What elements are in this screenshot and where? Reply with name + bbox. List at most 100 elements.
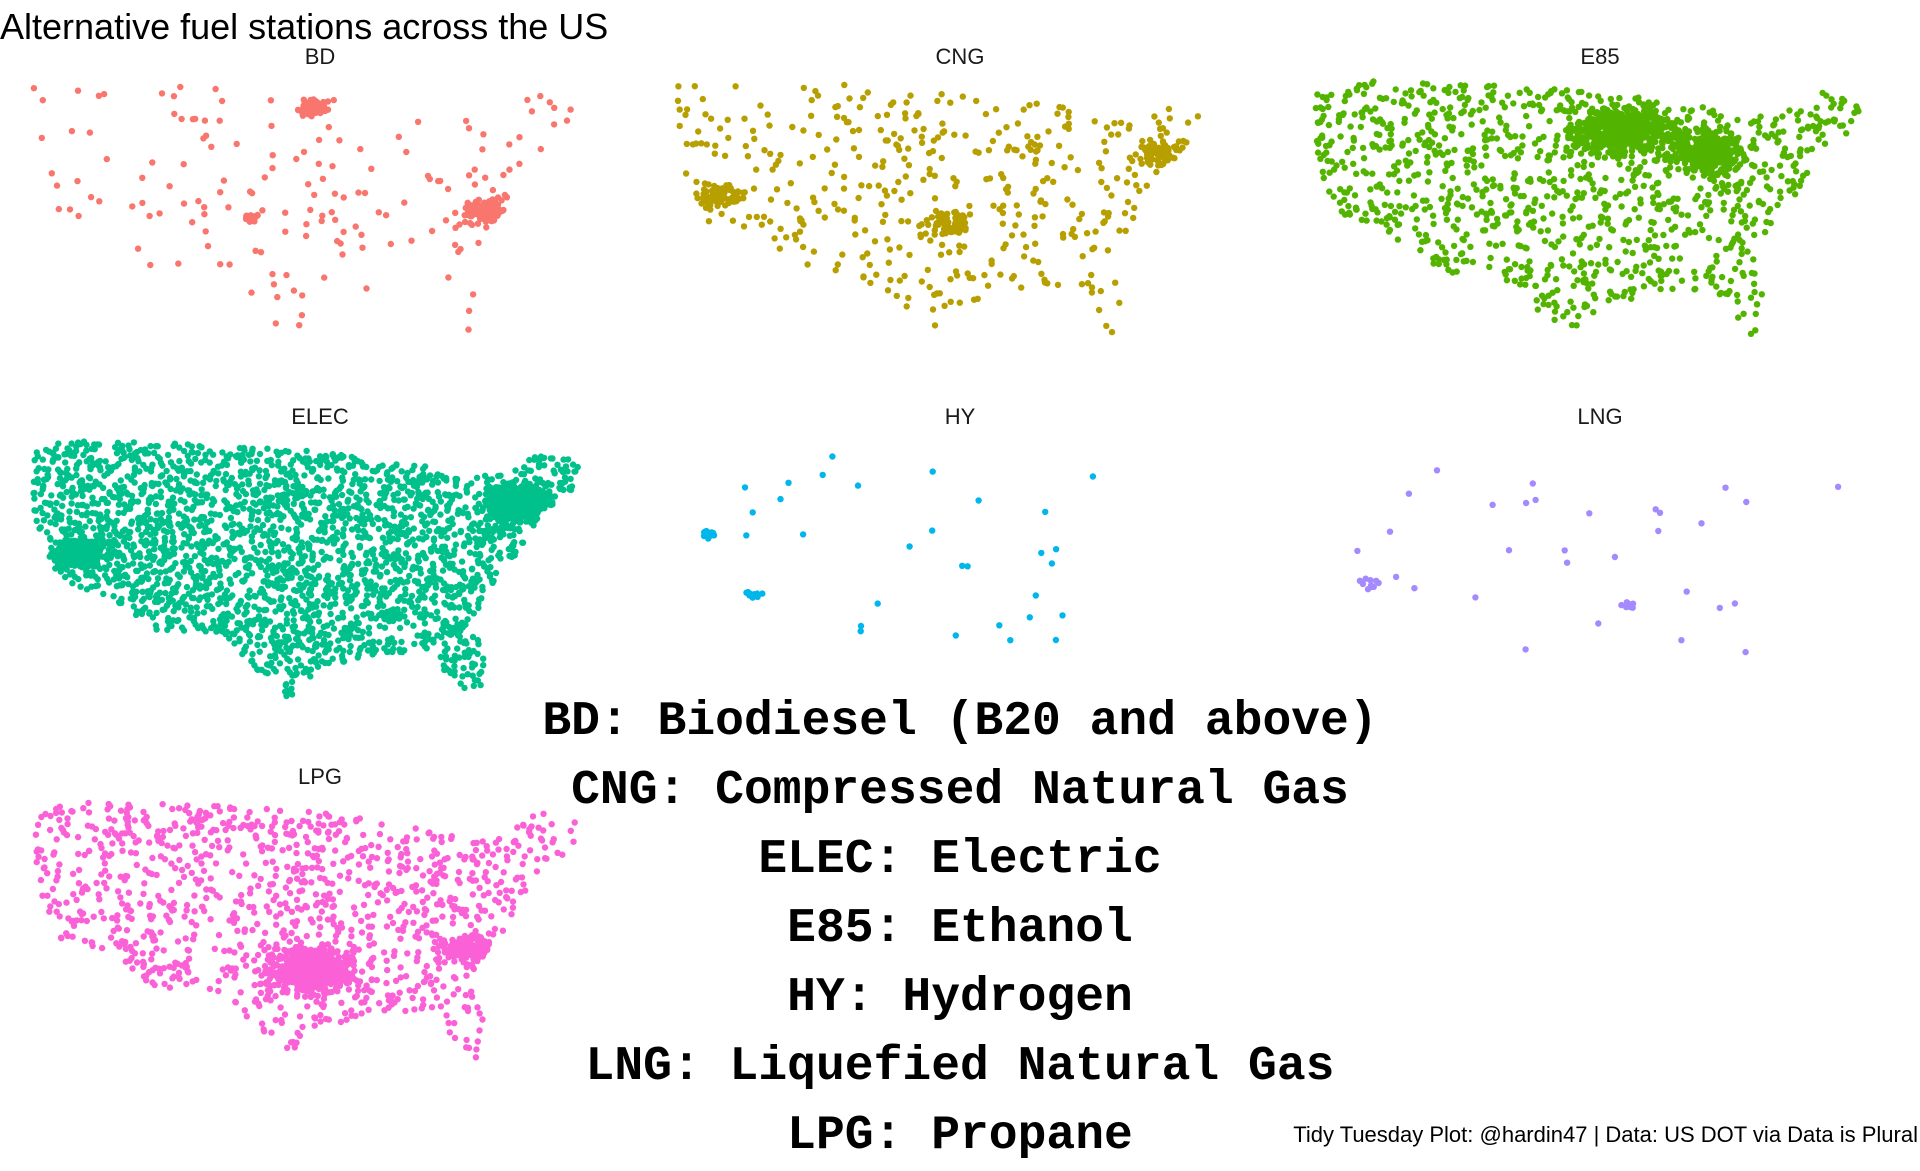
- station-point: [1312, 104, 1320, 112]
- station-point: [1619, 270, 1626, 278]
- station-point: [1464, 195, 1472, 202]
- station-point: [175, 581, 182, 588]
- station-point: [784, 199, 791, 207]
- station-point: [437, 653, 444, 661]
- station-point: [444, 185, 452, 193]
- station-point: [760, 213, 768, 220]
- station-point: [1442, 249, 1449, 256]
- station-point: [1669, 285, 1676, 292]
- station-point: [904, 218, 912, 225]
- station-point: [1183, 139, 1190, 146]
- station-point: [1578, 258, 1585, 265]
- station-point: [1130, 214, 1137, 222]
- station-point: [1705, 199, 1713, 206]
- station-point: [1497, 185, 1504, 192]
- station-point: [178, 115, 185, 123]
- station-point: [1612, 114, 1620, 122]
- station-point: [1450, 242, 1458, 250]
- station-point: [1775, 137, 1782, 145]
- station-point: [1486, 240, 1493, 247]
- station-point: [1478, 208, 1485, 215]
- station-point: [537, 92, 544, 100]
- station-point: [149, 159, 156, 166]
- station-point: [89, 543, 96, 551]
- station-point: [1172, 143, 1180, 150]
- station-point: [1160, 140, 1167, 147]
- station-point: [1732, 182, 1739, 190]
- station-point: [387, 240, 394, 248]
- station-point: [1426, 169, 1433, 176]
- station-point: [841, 81, 848, 89]
- station-point: [407, 514, 415, 521]
- station-point: [1469, 150, 1477, 158]
- station-point: [1662, 156, 1669, 164]
- station-point: [444, 592, 452, 600]
- station-point: [368, 476, 375, 483]
- station-point: [1441, 86, 1448, 94]
- station-point: [709, 187, 716, 194]
- station-point: [1503, 122, 1510, 129]
- station-point: [1523, 210, 1530, 217]
- station-point: [1715, 236, 1722, 244]
- station-point: [48, 170, 55, 177]
- station-point: [1525, 123, 1533, 130]
- station-point: [147, 516, 154, 523]
- station-point: [1630, 286, 1637, 293]
- station-point: [489, 210, 496, 217]
- station-point: [1581, 119, 1588, 127]
- station-point: [1511, 261, 1519, 268]
- station-point: [1359, 114, 1366, 121]
- station-point: [1573, 322, 1580, 329]
- station-point: [1743, 224, 1750, 231]
- station-point: [1038, 270, 1045, 277]
- station-point: [1326, 169, 1333, 176]
- station-point: [931, 195, 939, 202]
- station-point: [441, 648, 449, 655]
- station-point: [1622, 190, 1630, 197]
- station-point: [1553, 187, 1561, 195]
- station-point: [1553, 303, 1560, 310]
- station-point: [438, 532, 445, 540]
- station-point: [526, 456, 533, 464]
- station-point: [303, 596, 310, 603]
- station-point: [1035, 258, 1042, 266]
- station-point: [717, 198, 724, 205]
- station-point: [364, 647, 372, 654]
- station-point: [1618, 203, 1625, 210]
- station-point: [482, 174, 489, 181]
- station-point: [1453, 200, 1461, 207]
- station-point: [1784, 178, 1792, 185]
- station-point: [715, 193, 722, 200]
- station-point: [744, 153, 752, 160]
- station-point: [928, 214, 936, 221]
- station-point: [1479, 118, 1486, 125]
- station-point: [1839, 95, 1846, 103]
- station-point: [1677, 119, 1685, 126]
- station-point: [996, 206, 1003, 213]
- station-point: [1790, 162, 1797, 169]
- station-point: [1574, 277, 1581, 284]
- station-point: [1658, 115, 1665, 123]
- station-point: [1544, 227, 1552, 234]
- station-point: [441, 666, 448, 674]
- station-point: [1078, 210, 1086, 218]
- station-point: [1481, 227, 1489, 234]
- station-point: [767, 196, 775, 203]
- station-point: [201, 204, 208, 211]
- station-point: [306, 516, 314, 523]
- station-point: [1496, 114, 1503, 121]
- station-point: [712, 198, 720, 205]
- station-point: [840, 173, 848, 181]
- station-point: [1684, 212, 1692, 219]
- station-point: [329, 163, 336, 170]
- station-point: [1483, 216, 1490, 223]
- station-point: [1156, 125, 1164, 132]
- station-point: [31, 495, 38, 502]
- station-point: [1611, 104, 1618, 111]
- station-point: [1466, 156, 1473, 163]
- station-point: [340, 526, 347, 533]
- station-point: [939, 230, 946, 238]
- station-point: [833, 136, 840, 143]
- station-point: [1437, 149, 1444, 156]
- station-point: [872, 162, 879, 169]
